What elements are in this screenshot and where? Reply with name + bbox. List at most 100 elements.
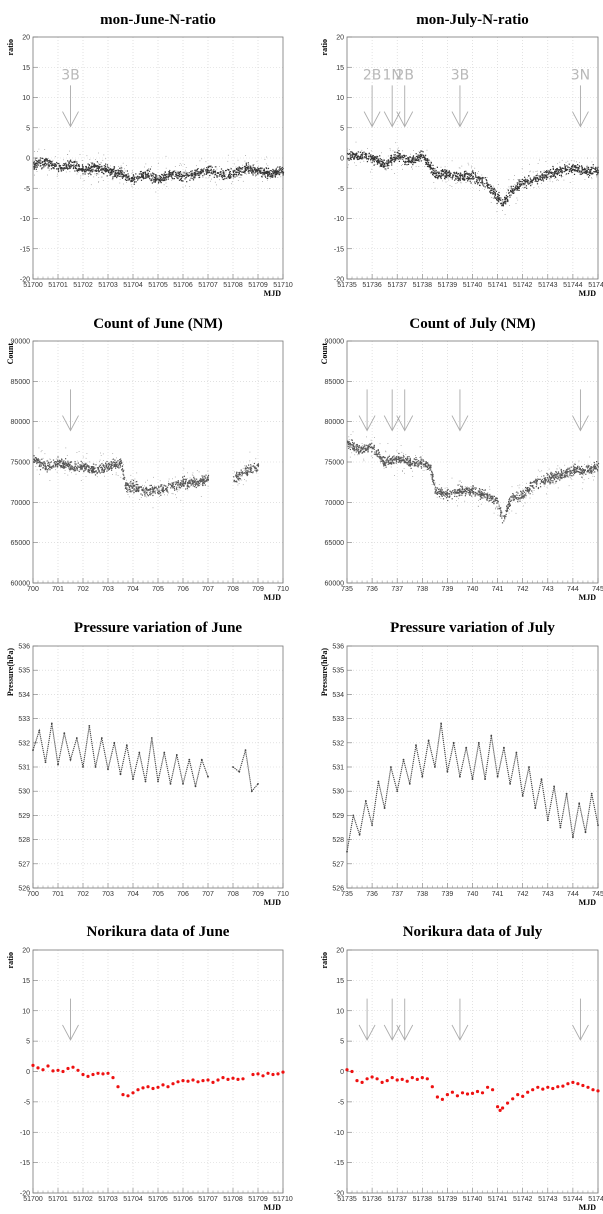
y-axis-label: Count bbox=[6, 343, 15, 365]
data-point bbox=[48, 160, 50, 162]
data-point bbox=[413, 462, 416, 464]
data-point bbox=[163, 484, 165, 486]
data-point bbox=[464, 489, 467, 492]
data-point bbox=[390, 160, 392, 162]
data-point bbox=[155, 493, 156, 495]
data-point bbox=[530, 170, 531, 172]
data-point bbox=[412, 156, 414, 158]
data-point bbox=[141, 176, 143, 178]
data-point bbox=[237, 180, 239, 181]
data-point bbox=[418, 151, 420, 152]
data-point bbox=[208, 171, 210, 174]
y-tick-label: 10 bbox=[336, 95, 344, 102]
data-point bbox=[399, 157, 402, 159]
data-point bbox=[185, 185, 186, 187]
data-point bbox=[359, 157, 361, 160]
data-point bbox=[534, 181, 535, 182]
data-point bbox=[282, 171, 284, 173]
data-point bbox=[380, 160, 383, 163]
data-point bbox=[200, 479, 202, 481]
data-point bbox=[136, 481, 138, 483]
data-point bbox=[249, 466, 252, 468]
data-point bbox=[92, 471, 94, 473]
data-point bbox=[571, 169, 573, 172]
data-point bbox=[504, 201, 506, 203]
data-point bbox=[201, 475, 203, 477]
data-point bbox=[86, 168, 88, 170]
data-point bbox=[101, 168, 104, 170]
data-point bbox=[548, 174, 550, 175]
data-point bbox=[118, 463, 120, 465]
data-point bbox=[95, 471, 97, 473]
data-point bbox=[179, 484, 181, 486]
data-point bbox=[457, 484, 459, 486]
data-point bbox=[99, 459, 101, 461]
data-point bbox=[432, 172, 434, 174]
data-point bbox=[508, 179, 510, 181]
data-point bbox=[472, 171, 474, 173]
data-point bbox=[42, 457, 44, 459]
data-point bbox=[235, 474, 237, 476]
data-point bbox=[548, 481, 550, 483]
data-point bbox=[507, 200, 509, 202]
data-point bbox=[97, 165, 99, 167]
data-point bbox=[390, 459, 393, 461]
data-point bbox=[594, 168, 597, 170]
data-point bbox=[354, 153, 356, 155]
data-point bbox=[144, 173, 146, 175]
data-point bbox=[365, 156, 367, 158]
data-point bbox=[564, 170, 567, 172]
data-point bbox=[111, 172, 113, 174]
data-point bbox=[388, 159, 390, 161]
data-point bbox=[38, 462, 40, 464]
data-point bbox=[446, 493, 449, 495]
data-point bbox=[174, 172, 176, 174]
data-point bbox=[63, 164, 65, 167]
data-point bbox=[76, 163, 78, 165]
data-point bbox=[200, 169, 202, 170]
data-point bbox=[530, 184, 532, 186]
data-point bbox=[556, 179, 557, 181]
data-point bbox=[452, 176, 454, 178]
data-point bbox=[364, 451, 366, 453]
data-point bbox=[164, 174, 167, 176]
data-point bbox=[192, 177, 194, 180]
data-point bbox=[490, 189, 492, 192]
data-point bbox=[351, 156, 354, 158]
data-point bbox=[124, 179, 127, 181]
data-point bbox=[412, 162, 414, 164]
data-point bbox=[440, 173, 441, 175]
data-point bbox=[236, 475, 238, 477]
data-point bbox=[484, 489, 486, 491]
data-point bbox=[471, 174, 473, 176]
data-point bbox=[409, 156, 411, 158]
data-point bbox=[528, 183, 530, 185]
data-point bbox=[194, 480, 196, 482]
data-point bbox=[389, 462, 391, 464]
data-point bbox=[41, 462, 43, 464]
data-point bbox=[529, 182, 531, 185]
data-point bbox=[255, 172, 257, 173]
data-point bbox=[554, 173, 556, 175]
data-point bbox=[487, 184, 489, 187]
data-point bbox=[186, 172, 188, 174]
data-point bbox=[130, 177, 133, 179]
data-point bbox=[448, 175, 451, 177]
data-point bbox=[407, 159, 409, 161]
data-point bbox=[89, 169, 92, 171]
data-point bbox=[58, 464, 61, 466]
data-point bbox=[149, 489, 151, 491]
data-point bbox=[110, 463, 112, 465]
data-point bbox=[53, 168, 55, 170]
data-point bbox=[206, 479, 208, 481]
data-point bbox=[83, 180, 85, 181]
data-point bbox=[402, 168, 403, 170]
data-point bbox=[140, 175, 143, 178]
x-tick-label: 739 bbox=[442, 586, 454, 593]
data-point bbox=[128, 489, 130, 491]
data-point bbox=[571, 171, 573, 174]
x-tick-label: 744 bbox=[567, 586, 579, 593]
data-point bbox=[121, 468, 124, 470]
data-point bbox=[69, 470, 70, 472]
data-point bbox=[515, 498, 517, 500]
